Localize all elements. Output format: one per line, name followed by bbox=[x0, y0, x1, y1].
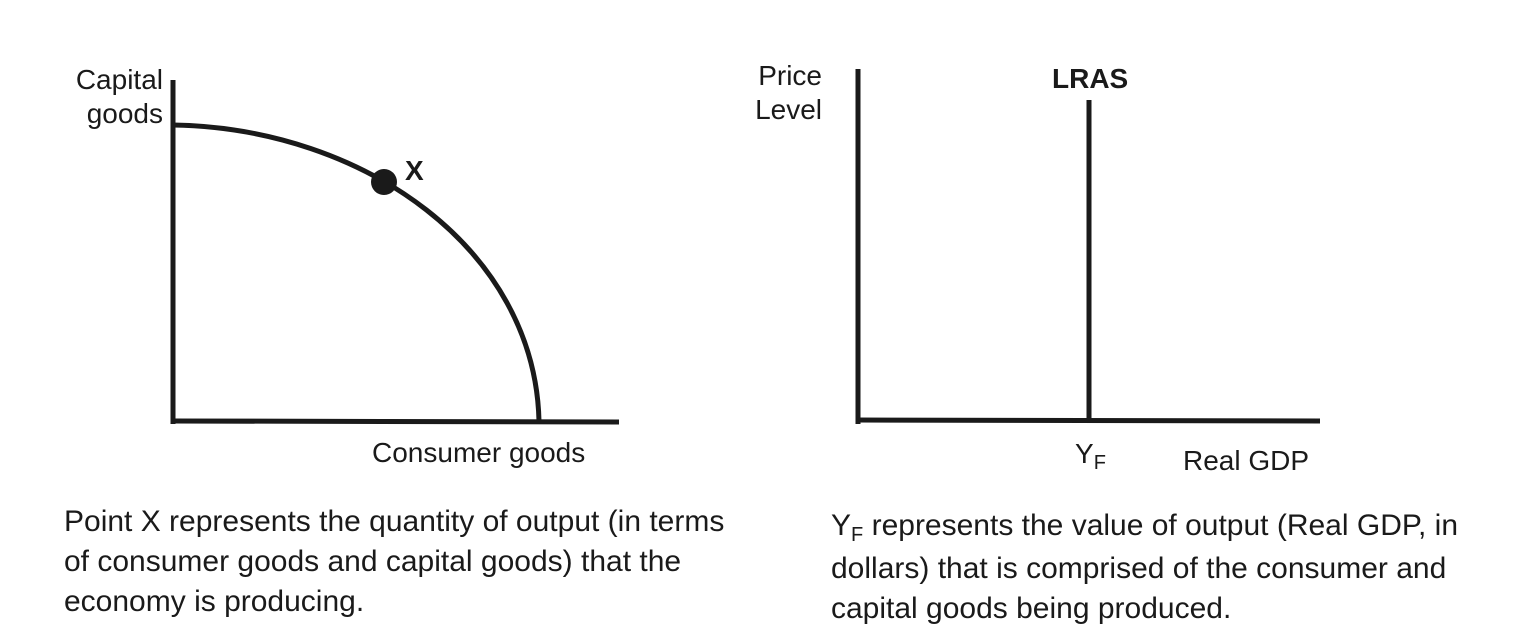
lras-y-axis-label-line1: Price bbox=[758, 60, 822, 91]
ppf-y-axis-label-line1: Capital bbox=[75, 64, 163, 95]
ppf-x-axis-label: Consumer goods bbox=[372, 437, 586, 468]
lras-y-axis-label-line2: Level bbox=[755, 94, 822, 125]
lras-caption-text: represents the value of output (Real GDP… bbox=[831, 509, 1459, 625]
yf-tick-label: YF bbox=[1075, 437, 1106, 474]
yf-tick-label-main: Y bbox=[1075, 438, 1094, 469]
lras-caption: YF represents the value of output (Real … bbox=[831, 506, 1491, 629]
point-x-label: X bbox=[405, 155, 424, 186]
ppf-caption: Point X represents the quantity of outpu… bbox=[64, 505, 725, 618]
lras-caption-symbol-sub: F bbox=[851, 524, 864, 546]
ppf-y-axis-label: Capital goods bbox=[40, 63, 163, 131]
lras-curve-label: LRAS bbox=[1052, 63, 1129, 94]
point-x-marker bbox=[371, 169, 397, 195]
ppf-x-axis bbox=[170, 418, 620, 425]
ppf-y-axis-label-line2: goods bbox=[86, 98, 163, 129]
ppf-curve bbox=[172, 122, 542, 422]
yf-tick-label-sub: F bbox=[1093, 452, 1106, 474]
lras-caption-symbol-main: Y bbox=[831, 509, 852, 542]
lras-x-axis-label: Real GDP bbox=[1183, 445, 1310, 476]
lras-y-axis-label: Price Level bbox=[730, 59, 822, 127]
